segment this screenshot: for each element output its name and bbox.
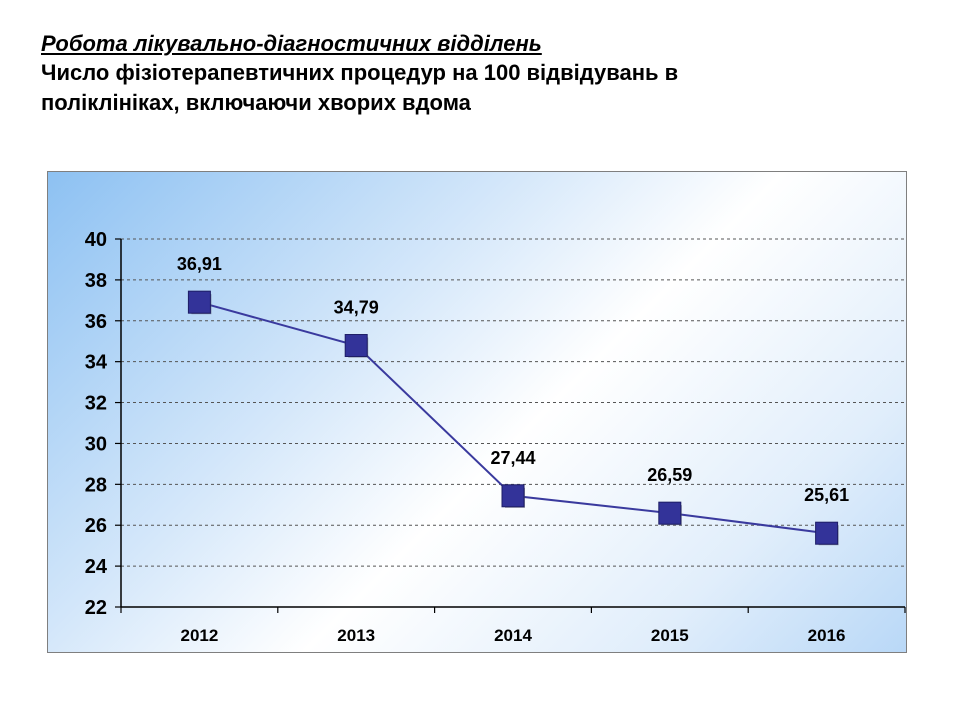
y-tick-label: 34 [85, 352, 108, 374]
data-point [815, 521, 839, 545]
slide-header: Робота лікувально-діагностичних відділен… [41, 30, 941, 118]
y-tick-label: 22 [85, 597, 107, 619]
x-tick-label: 2013 [337, 626, 375, 645]
data-label: 27,44 [490, 448, 535, 468]
x-tick-label: 2014 [494, 626, 532, 645]
data-label: 36,91 [177, 254, 222, 274]
y-tick-label: 32 [85, 393, 107, 415]
chart-subtitle-line-1: Число фізіотерапевтичних процедур на 100… [41, 60, 679, 85]
data-label: 26,59 [647, 465, 692, 485]
y-tick-label: 28 [85, 474, 107, 496]
x-tick-label: 2015 [651, 626, 689, 645]
y-tick-label: 40 [85, 229, 107, 251]
data-point [187, 290, 211, 314]
data-point [501, 484, 525, 508]
data-point [658, 501, 682, 525]
y-tick-label: 24 [85, 556, 108, 578]
x-tick-label: 2016 [808, 626, 846, 645]
y-tick-label: 26 [85, 515, 107, 537]
y-tick-label: 30 [85, 433, 107, 455]
x-tick-label: 2012 [180, 626, 218, 645]
chart-area [47, 171, 907, 653]
y-tick-label: 38 [85, 270, 107, 292]
data-label: 25,61 [804, 485, 849, 505]
y-tick-label: 36 [85, 311, 107, 333]
slide-title: Робота лікувально-діагностичних відділен… [41, 31, 542, 56]
chart-subtitle-line-2: поліклініках, включаючи хворих вдома [41, 90, 471, 115]
data-point [344, 334, 368, 358]
data-label: 34,79 [334, 298, 379, 318]
